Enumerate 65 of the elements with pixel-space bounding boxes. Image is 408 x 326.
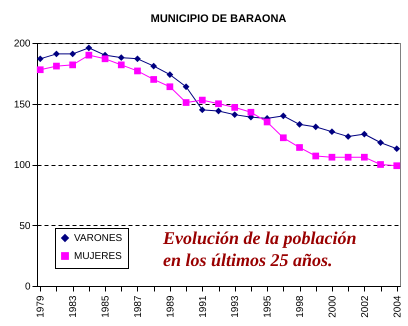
point <box>215 100 222 108</box>
point <box>36 66 44 74</box>
point <box>182 99 190 106</box>
point <box>69 50 76 58</box>
point <box>86 44 92 52</box>
y-tick-label: 100 <box>14 160 31 171</box>
legend-label: VARONES <box>74 233 122 244</box>
point <box>328 128 336 136</box>
point <box>198 106 206 114</box>
point <box>264 118 270 126</box>
annotation: Evolución de la población <box>162 228 356 248</box>
point <box>215 108 222 114</box>
point <box>328 154 336 161</box>
point <box>377 161 384 168</box>
chart-title: MUNICIPIO DE BARAONA <box>150 13 286 25</box>
x-tick-label: 2004 <box>392 295 404 318</box>
point <box>296 144 303 151</box>
point <box>393 162 400 170</box>
point <box>134 55 141 62</box>
point <box>182 83 190 90</box>
point <box>198 96 206 104</box>
point <box>118 54 125 61</box>
point <box>360 154 368 161</box>
x-tick-label: 1983 <box>68 295 80 318</box>
point <box>150 62 158 70</box>
legend-label: MUJERES <box>74 251 122 262</box>
x-tick-label: 1991 <box>198 295 209 318</box>
y-tick-label: 150 <box>14 99 31 110</box>
x-tick-label: 1979 <box>36 295 47 318</box>
point <box>231 104 238 111</box>
y-tick-label: 200 <box>14 38 31 50</box>
point <box>69 62 76 68</box>
x-tick-label: 1985 <box>100 295 112 318</box>
point <box>36 55 44 62</box>
x-tick-label: 1993 <box>230 295 242 318</box>
point <box>86 52 92 59</box>
point <box>296 121 303 128</box>
point <box>344 154 352 161</box>
point <box>360 130 368 138</box>
y-tick-label: 0 <box>24 282 31 292</box>
point <box>280 134 287 142</box>
x-tick-label: 1987 <box>132 295 144 318</box>
point <box>393 145 400 152</box>
x-tick-label: 1998 <box>295 295 306 318</box>
point <box>166 71 174 78</box>
point <box>312 152 320 160</box>
x-tick-label: 2000 <box>327 295 338 318</box>
point <box>344 133 352 140</box>
point <box>166 83 174 90</box>
point <box>150 76 158 83</box>
y-tick-label: 50 <box>19 220 31 232</box>
point <box>118 62 125 68</box>
point <box>231 111 238 118</box>
point <box>248 108 254 116</box>
point <box>134 68 141 74</box>
point <box>377 139 384 146</box>
point <box>312 123 320 130</box>
x-tick-label: 1989 <box>165 295 176 318</box>
point <box>53 62 60 70</box>
point <box>53 50 60 58</box>
point <box>280 112 287 120</box>
x-tick-label: 2002 <box>360 295 371 318</box>
x-tick-label: 1995 <box>262 295 274 318</box>
annotation: en los últimos 25 años. <box>163 250 333 270</box>
point <box>102 55 108 62</box>
